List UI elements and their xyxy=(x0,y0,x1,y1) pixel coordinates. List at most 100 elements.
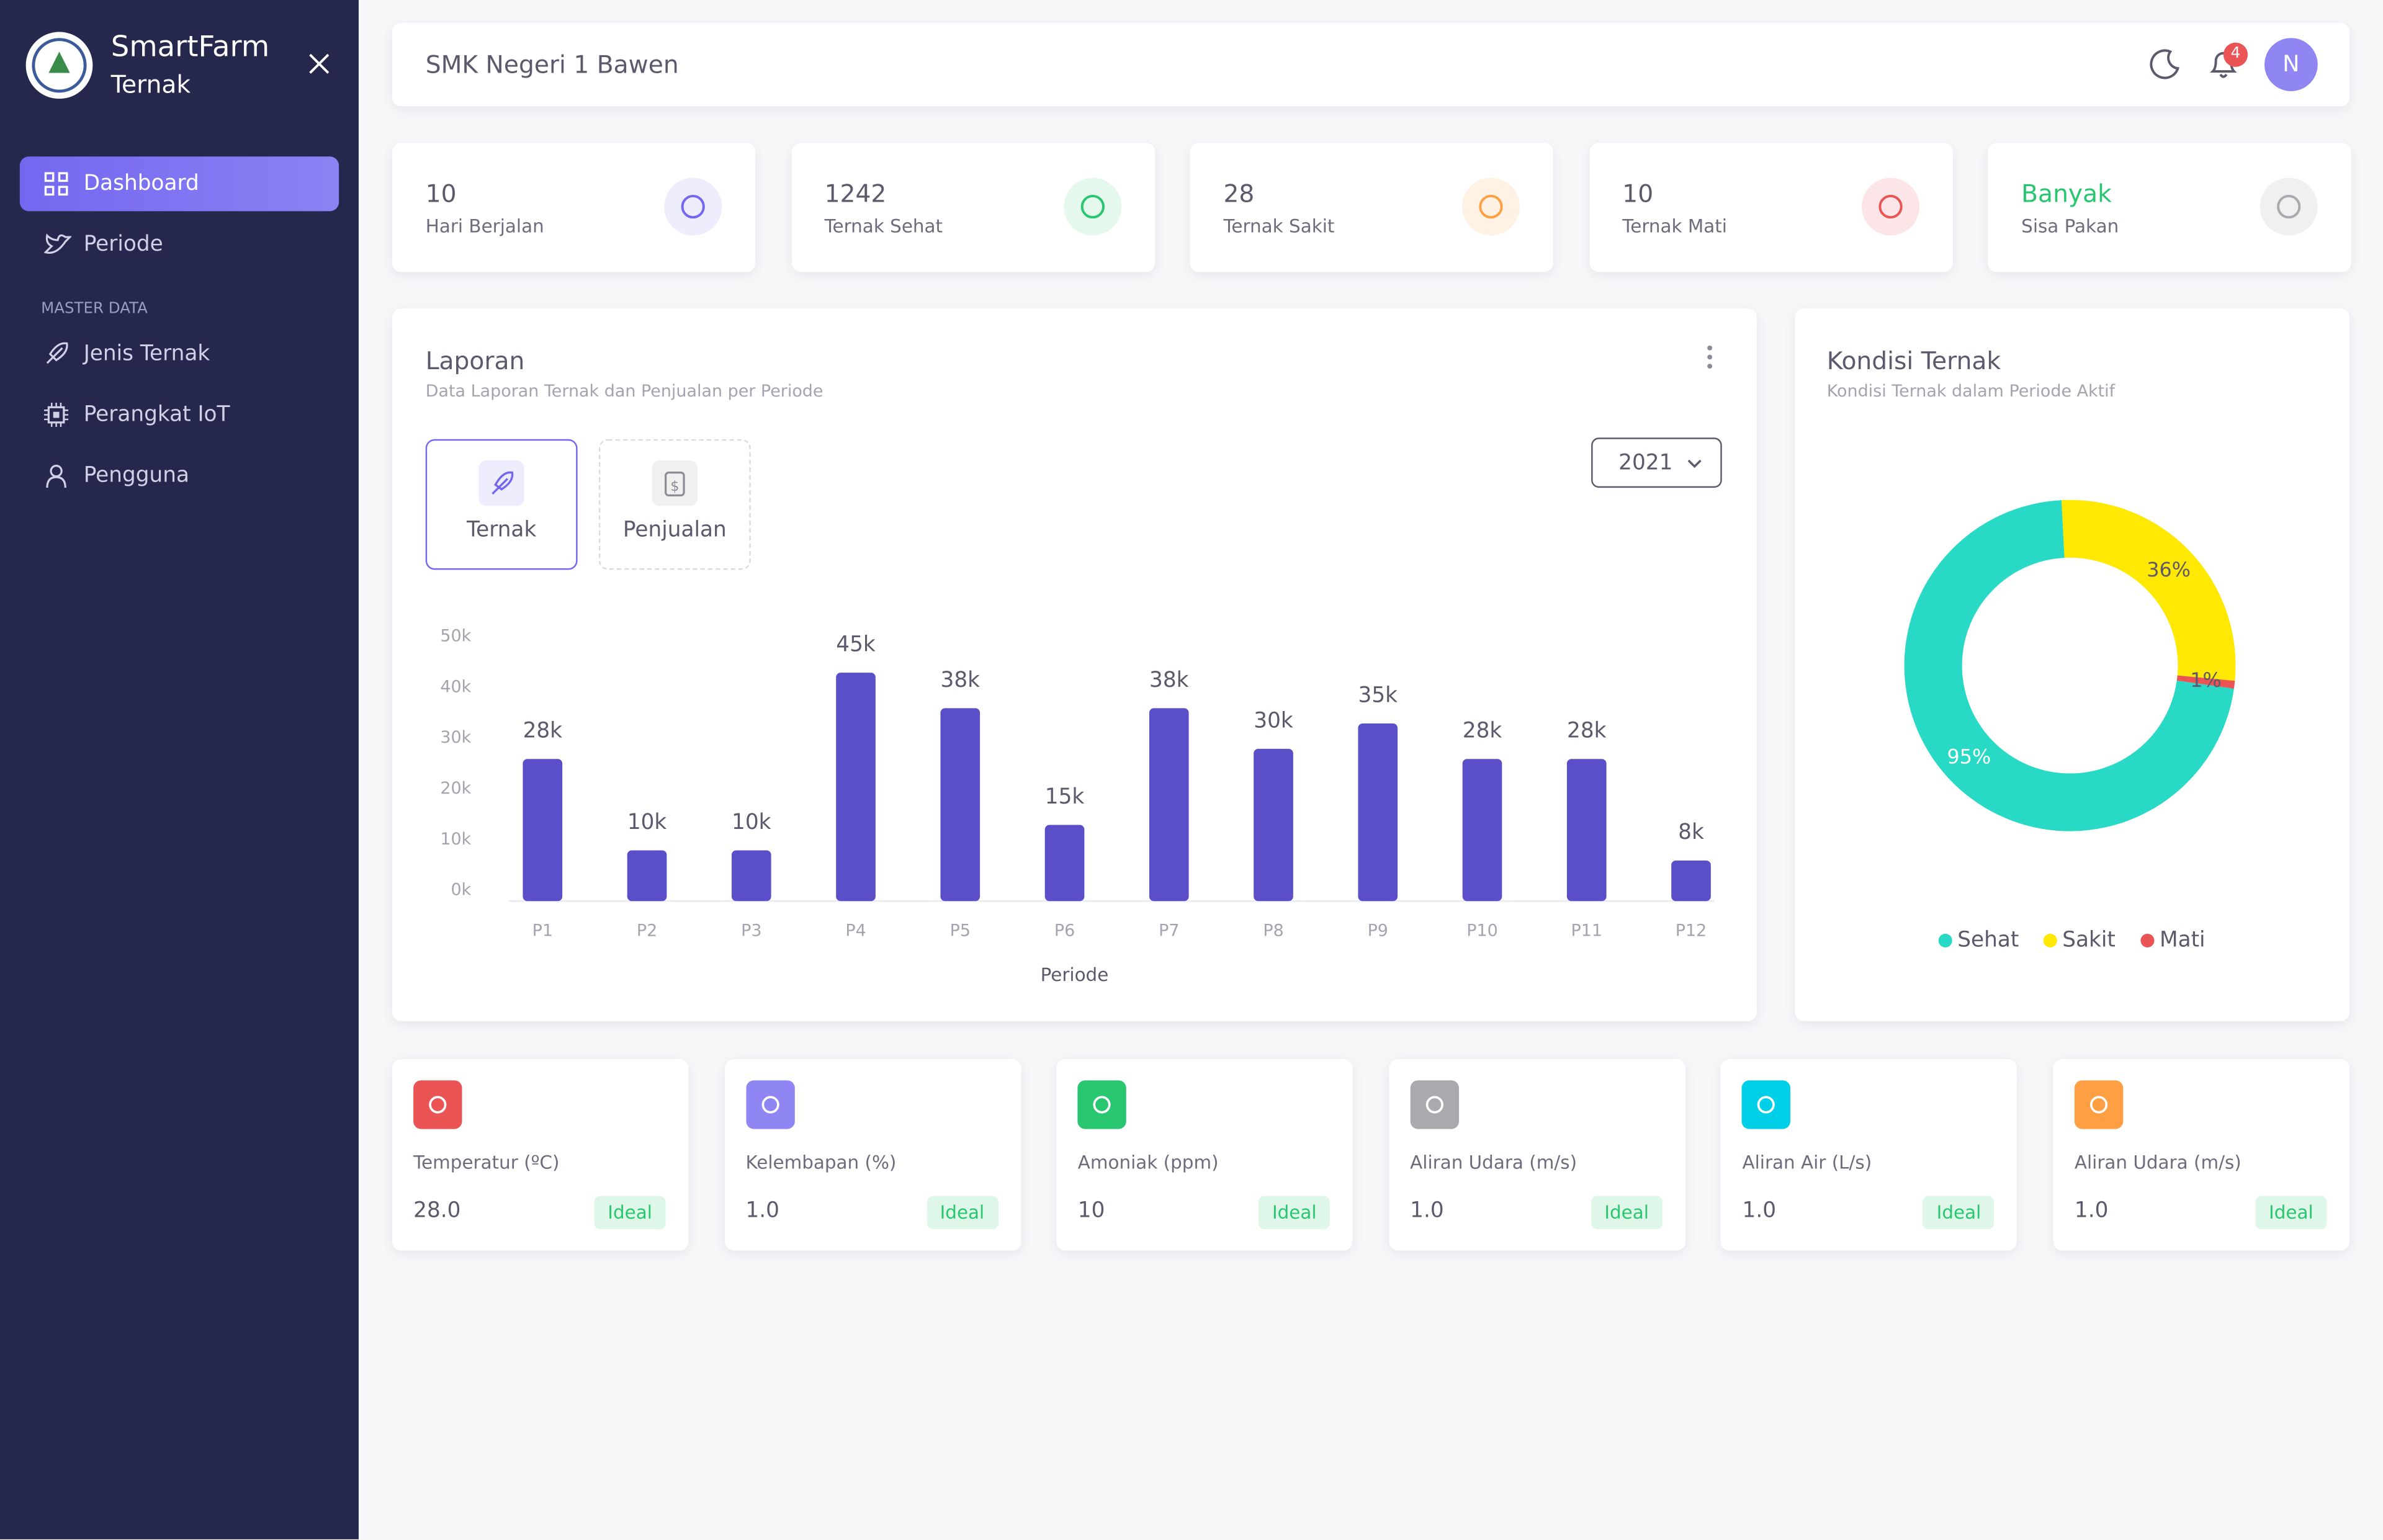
stat-icon xyxy=(1860,177,1919,236)
card-subtitle: Data Laporan Ternak dan Penjualan per Pe… xyxy=(425,381,824,401)
icon xyxy=(478,460,524,506)
stat-label: Hari Berjalan xyxy=(425,215,544,238)
stat-card: Banyak Sisa Pakan xyxy=(1988,143,2351,272)
status-badge: Ideal xyxy=(594,1196,666,1230)
menu-item[interactable]: Perangkat IoT xyxy=(20,387,339,442)
stat-value: Banyak xyxy=(2021,179,2112,208)
avatar[interactable]: N xyxy=(2264,38,2318,91)
icon xyxy=(2089,1096,2108,1114)
stat-value: 1242 xyxy=(824,179,887,208)
theme-toggle[interactable] xyxy=(2149,47,2183,81)
chevron xyxy=(1687,459,1702,468)
status-badge: Ideal xyxy=(1923,1196,1995,1230)
stat-icon xyxy=(2260,177,2318,236)
icon xyxy=(1479,194,1503,219)
icon xyxy=(1093,1096,1111,1114)
stat-card: 28 Ternak Sakit xyxy=(1190,143,1553,272)
icon xyxy=(46,465,66,488)
icon xyxy=(1757,1096,1775,1114)
sensor-card: Aliran Udara (m/s) 1.0 Ideal xyxy=(1388,1059,1685,1251)
sensor-card: Aliran Udara (m/s) 1.0 Ideal xyxy=(2053,1059,2350,1251)
icon xyxy=(44,172,68,196)
sensor-icon xyxy=(2074,1080,2124,1129)
section-title: MASTER DATA xyxy=(41,300,148,318)
icon xyxy=(46,342,68,364)
status-badge: Ideal xyxy=(1259,1196,1331,1230)
close-button[interactable] xyxy=(307,51,331,76)
more-menu[interactable] xyxy=(1703,343,1716,370)
stat-card: 1242 Ternak Sehat xyxy=(791,143,1155,272)
status-badge: Ideal xyxy=(1591,1196,1663,1230)
stat-label: Ternak Mati xyxy=(1622,215,1727,238)
stat-icon xyxy=(1063,177,1121,236)
sensor-card: Aliran Air (L/s) 1.0 Ideal xyxy=(1721,1059,2017,1251)
sensor-icon xyxy=(1742,1080,1791,1129)
tab-label: Penjualan xyxy=(622,518,727,543)
sensor-label: Aliran Udara (m/s) xyxy=(1410,1152,1577,1173)
stat-value: 10 xyxy=(425,179,457,208)
sensor-label: Aliran Air (L/s) xyxy=(1742,1152,1872,1173)
sensor-icon xyxy=(413,1080,462,1129)
brand: SmartFarm xyxy=(110,30,270,64)
stat-icon xyxy=(664,177,722,236)
tab[interactable]: $ Penjualan xyxy=(598,439,751,570)
sensor-value: 28.0 xyxy=(413,1199,461,1224)
menu-item[interactable]: Dashboard xyxy=(19,156,339,212)
icon xyxy=(44,233,72,254)
stat-value: 28 xyxy=(1223,179,1255,208)
menu-label: Perangkat IoT xyxy=(83,402,230,428)
menu-label: Dashboard xyxy=(83,171,199,196)
sensor-value: 10 xyxy=(1077,1199,1105,1224)
year-value: 2021 xyxy=(1618,451,1673,476)
icon xyxy=(681,194,705,219)
icon: $ xyxy=(652,460,698,506)
icon xyxy=(2277,194,2301,219)
status-badge: Ideal xyxy=(926,1196,998,1230)
icon xyxy=(1425,1096,1443,1114)
sensor-value: 1.0 xyxy=(1742,1199,1777,1224)
menu-label: Pengguna xyxy=(83,463,189,488)
menu-item[interactable]: Periode xyxy=(20,217,339,272)
card-subtitle: Kondisi Ternak dalam Periode Aktif xyxy=(1826,381,2116,401)
stat-label: Sisa Pakan xyxy=(2021,215,2119,238)
card-title: Laporan xyxy=(425,346,525,375)
sensor-card: Kelembapan (%) 1.0 Ideal xyxy=(724,1059,1021,1251)
menu-label: Jenis Ternak xyxy=(83,342,210,367)
sidebar: SmartFarm Ternak Dashboard Periode MASTE… xyxy=(0,0,359,1539)
icon xyxy=(429,1096,447,1114)
menu-label: Periode xyxy=(83,232,163,257)
sensor-label: Aliran Udara (m/s) xyxy=(2074,1152,2242,1173)
icon xyxy=(1080,194,1104,219)
sensor-icon xyxy=(745,1080,794,1129)
header: SMK Negeri 1 Bawen 4 N xyxy=(392,22,2350,107)
status-badge: Ideal xyxy=(2255,1196,2327,1230)
sensor-icon xyxy=(1410,1080,1459,1129)
report-card: Laporan Data Laporan Ternak dan Penjuala… xyxy=(392,308,1757,1021)
sensor-value: 1.0 xyxy=(1410,1199,1444,1224)
brand-sub: Ternak xyxy=(110,69,191,99)
sensor-card: Amoniak (ppm) 10 Ideal xyxy=(1056,1059,1353,1251)
sensor-label: Kelembapan (%) xyxy=(745,1152,897,1173)
sensor-label: Amoniak (ppm) xyxy=(1077,1152,1219,1173)
stat-label: Ternak Sehat xyxy=(824,215,943,238)
year-select[interactable]: 2021 xyxy=(1591,437,1722,488)
card-title: Kondisi Ternak xyxy=(1826,346,2001,375)
tab[interactable]: Ternak xyxy=(425,439,578,570)
stat-card: 10 Ternak Mati xyxy=(1589,143,1952,272)
icon xyxy=(44,402,69,428)
stat-label: Ternak Sakit xyxy=(1223,215,1335,238)
menu-item[interactable]: Pengguna xyxy=(20,448,339,503)
menu-item[interactable]: Jenis Ternak xyxy=(20,327,339,382)
sensor-icon xyxy=(1077,1080,1127,1129)
icon xyxy=(761,1096,779,1114)
notification-badge: 4 xyxy=(2223,42,2248,67)
svg-text:$: $ xyxy=(670,479,679,495)
sensor-value: 1.0 xyxy=(2074,1199,2109,1224)
stat-card: 10 Hari Berjalan xyxy=(392,143,756,272)
sensor-value: 1.0 xyxy=(745,1199,779,1224)
stat-icon xyxy=(1461,177,1520,236)
logo xyxy=(25,32,93,99)
school-name: SMK Negeri 1 Bawen xyxy=(425,50,679,79)
sensor-label: Temperatur (ºC) xyxy=(413,1152,560,1173)
